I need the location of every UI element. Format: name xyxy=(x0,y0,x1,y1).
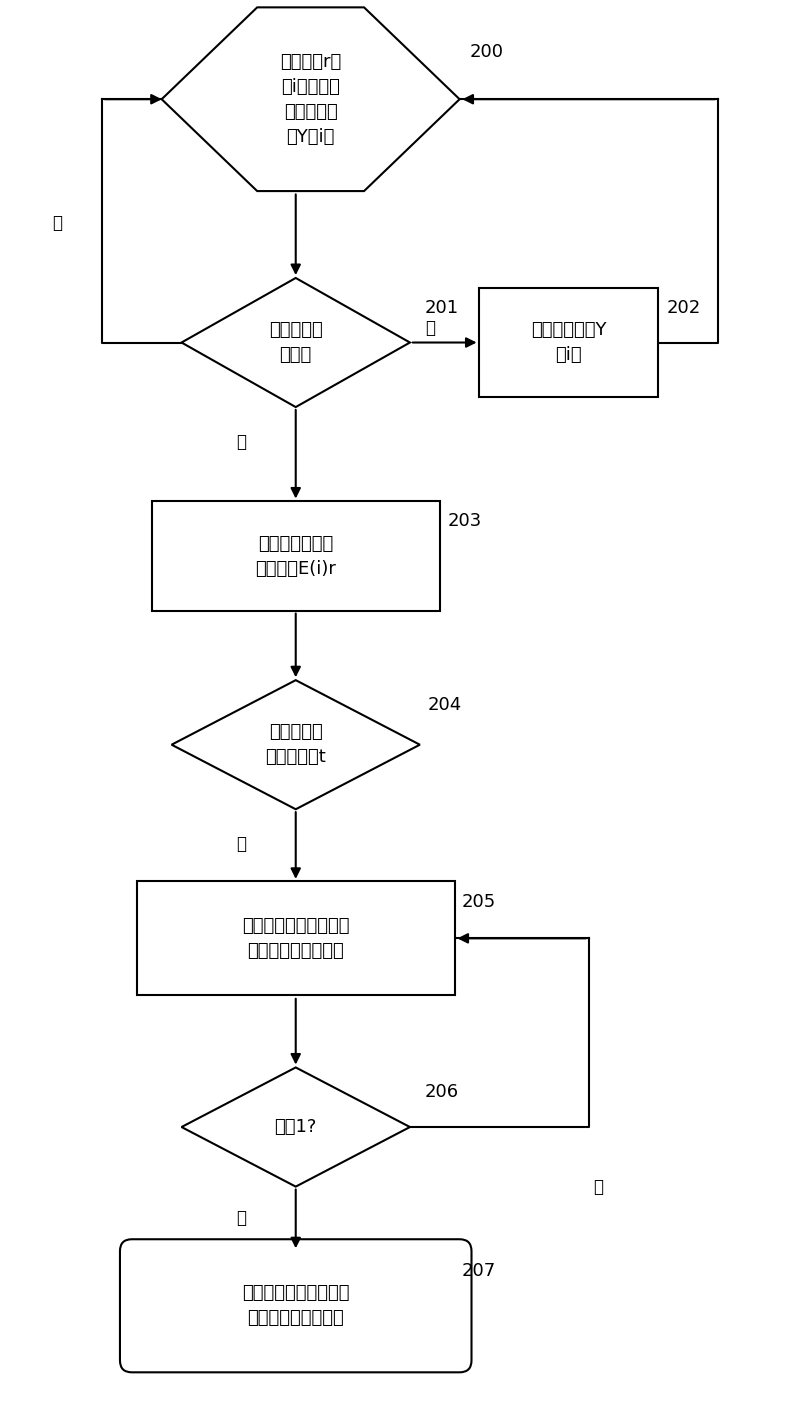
Text: 202: 202 xyxy=(666,299,700,316)
FancyBboxPatch shape xyxy=(120,1239,471,1373)
Text: 204: 204 xyxy=(428,695,462,714)
Polygon shape xyxy=(171,680,420,809)
Text: 是: 是 xyxy=(236,433,246,451)
Text: 是: 是 xyxy=(236,1210,246,1228)
Text: 迭代次数是
否大于等于t: 迭代次数是 否大于等于t xyxy=(266,724,326,766)
Text: 将交集列向量加入到候
选初始化向量集合中: 将交集列向量加入到候 选初始化向量集合中 xyxy=(242,1284,350,1328)
Text: 207: 207 xyxy=(462,1262,496,1280)
Text: 200: 200 xyxy=(470,42,503,60)
Text: 是否满秩并
可解码: 是否满秩并 可解码 xyxy=(269,320,322,364)
Polygon shape xyxy=(182,1068,410,1187)
Text: 203: 203 xyxy=(448,513,482,530)
Text: 对每两次迭代的错误矩
阵计算其列向量交集: 对每两次迭代的错误矩 阵计算其列向量交集 xyxy=(242,917,350,960)
Text: 201: 201 xyxy=(425,299,459,316)
Text: 否: 否 xyxy=(425,319,434,337)
Text: 丢弃接收矩阵Y
（i）: 丢弃接收矩阵Y （i） xyxy=(531,320,606,364)
Text: 205: 205 xyxy=(462,892,496,910)
Text: 秩为1?: 秩为1? xyxy=(274,1118,317,1137)
Text: 信宿节点r在
第i次迭代中
收到接收矩
阵Y（i）: 信宿节点r在 第i次迭代中 收到接收矩 阵Y（i） xyxy=(280,53,342,146)
Text: 是: 是 xyxy=(236,835,246,853)
Text: 否: 否 xyxy=(52,215,62,232)
Polygon shape xyxy=(162,7,459,191)
FancyBboxPatch shape xyxy=(137,881,454,996)
Text: 纠错解码并计算
错误矩阵E(i)r: 纠错解码并计算 错误矩阵E(i)r xyxy=(255,534,336,577)
Text: 206: 206 xyxy=(425,1083,459,1102)
FancyBboxPatch shape xyxy=(152,502,440,611)
Polygon shape xyxy=(182,278,410,407)
FancyBboxPatch shape xyxy=(479,288,658,398)
Text: 否: 否 xyxy=(594,1177,604,1196)
